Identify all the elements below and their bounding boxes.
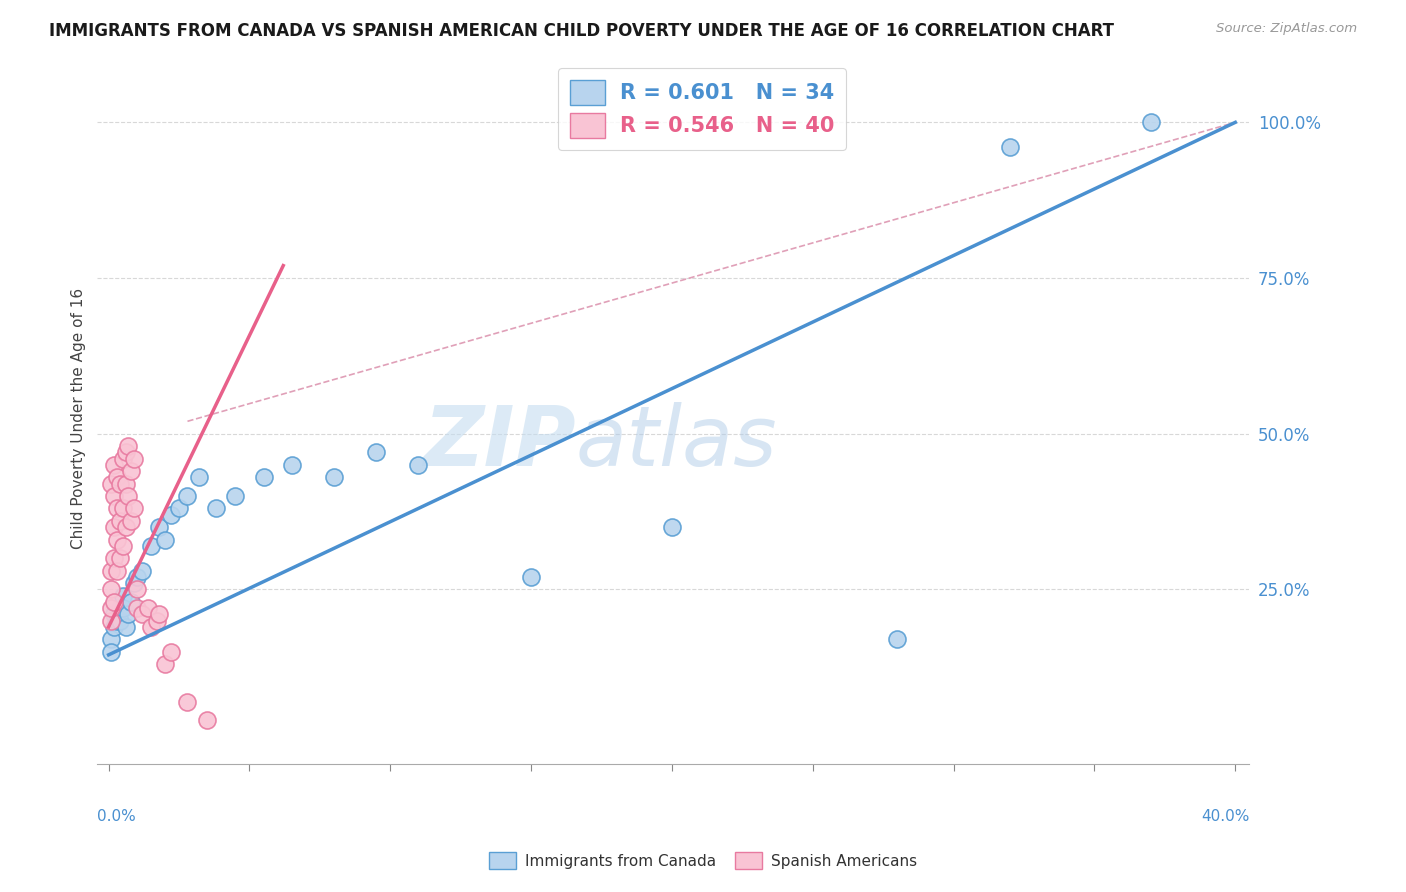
Text: 40.0%: 40.0% [1201, 809, 1250, 824]
Point [176, 489, 198, 503]
Point [136, 601, 159, 615]
Point [153, 657, 176, 672]
Point [886, 632, 908, 647]
Point [139, 620, 162, 634]
Text: ZIP: ZIP [423, 402, 575, 483]
Point [153, 533, 176, 547]
Point [224, 489, 246, 503]
Point [108, 551, 131, 566]
Point [117, 439, 139, 453]
Legend: R = 0.601   N = 34, R = 0.546   N = 40: R = 0.601 N = 34, R = 0.546 N = 40 [558, 69, 846, 150]
Point [159, 645, 181, 659]
Point [125, 570, 148, 584]
Point [103, 620, 125, 634]
Point [108, 601, 131, 615]
Point [120, 514, 142, 528]
Point [122, 451, 145, 466]
Point [111, 601, 134, 615]
Point [120, 464, 142, 478]
Point [100, 645, 122, 659]
Text: Source: ZipAtlas.com: Source: ZipAtlas.com [1216, 22, 1357, 36]
Point [100, 476, 122, 491]
Point [122, 501, 145, 516]
Point [105, 501, 128, 516]
Point [139, 539, 162, 553]
Point [114, 520, 136, 534]
Point [408, 458, 430, 472]
Point [111, 501, 134, 516]
Point [103, 458, 125, 472]
Point [100, 614, 122, 628]
Point [159, 508, 181, 522]
Point [117, 489, 139, 503]
Legend: Immigrants from Canada, Spanish Americans: Immigrants from Canada, Spanish American… [482, 846, 924, 875]
Point [105, 564, 128, 578]
Point [105, 533, 128, 547]
Point [148, 520, 170, 534]
Point [103, 607, 125, 622]
Point [111, 539, 134, 553]
Point [323, 470, 346, 484]
Point [103, 551, 125, 566]
Point [252, 470, 274, 484]
Text: 0.0%: 0.0% [97, 809, 136, 824]
Point [195, 713, 218, 727]
Point [125, 582, 148, 597]
Point [105, 470, 128, 484]
Point [187, 470, 209, 484]
Point [1139, 115, 1161, 129]
Point [103, 520, 125, 534]
Point [103, 489, 125, 503]
Point [114, 476, 136, 491]
Point [176, 694, 198, 708]
Point [111, 589, 134, 603]
Point [148, 607, 170, 622]
Y-axis label: Child Poverty Under the Age of 16: Child Poverty Under the Age of 16 [72, 287, 86, 549]
Point [100, 564, 122, 578]
Point [204, 501, 226, 516]
Point [108, 514, 131, 528]
Point [100, 601, 122, 615]
Point [125, 601, 148, 615]
Point [103, 595, 125, 609]
Point [117, 607, 139, 622]
Point [145, 614, 167, 628]
Point [111, 451, 134, 466]
Point [131, 564, 153, 578]
Point [998, 140, 1021, 154]
Point [122, 576, 145, 591]
Point [520, 570, 543, 584]
Point [108, 614, 131, 628]
Point [167, 501, 190, 516]
Point [131, 607, 153, 622]
Text: atlas: atlas [575, 402, 778, 483]
Point [114, 620, 136, 634]
Point [100, 582, 122, 597]
Text: IMMIGRANTS FROM CANADA VS SPANISH AMERICAN CHILD POVERTY UNDER THE AGE OF 16 COR: IMMIGRANTS FROM CANADA VS SPANISH AMERIC… [49, 22, 1114, 40]
Point [366, 445, 388, 459]
Point [661, 520, 683, 534]
Point [108, 476, 131, 491]
Point [100, 632, 122, 647]
Point [120, 595, 142, 609]
Point [105, 614, 128, 628]
Point [114, 445, 136, 459]
Point [280, 458, 302, 472]
